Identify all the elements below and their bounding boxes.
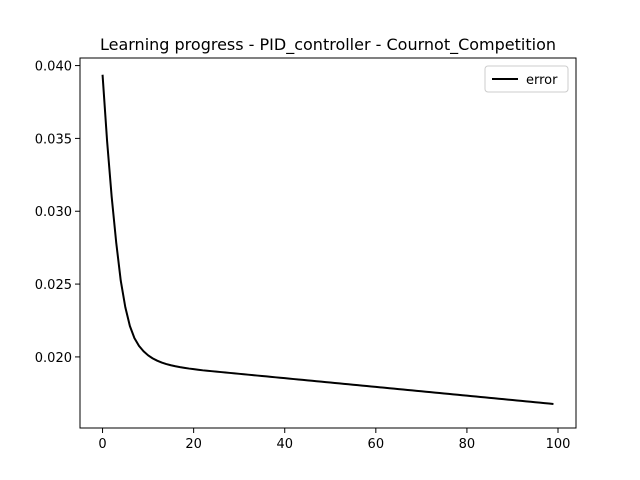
x-tick-label: 80: [459, 437, 476, 452]
chart-title: Learning progress - PID_controller - Cou…: [100, 35, 556, 55]
legend-label: error: [526, 73, 558, 88]
y-axis: 0.020 0.025 0.030 0.035 0.040: [35, 60, 80, 366]
series-layer: [101, 74, 554, 405]
y-tick-label: 0.040: [35, 60, 72, 75]
x-axis: 0 20 40 60 80 100: [98, 428, 570, 452]
y-tick-label: 0.025: [35, 278, 72, 293]
x-tick-label: 20: [185, 437, 202, 452]
y-tick-label: 0.035: [35, 132, 72, 147]
y-tick-label: 0.020: [35, 351, 72, 366]
x-tick-label: 60: [368, 437, 385, 452]
series-line-error: [101, 74, 554, 405]
x-tick-label: 0: [98, 437, 106, 452]
legend-box: [484, 65, 569, 93]
y-tick-label: 0.030: [35, 205, 72, 220]
axes-frame: [79, 57, 577, 429]
x-tick-label: 100: [546, 437, 571, 452]
legend: error: [484, 65, 569, 93]
x-tick-label: 40: [276, 437, 293, 452]
